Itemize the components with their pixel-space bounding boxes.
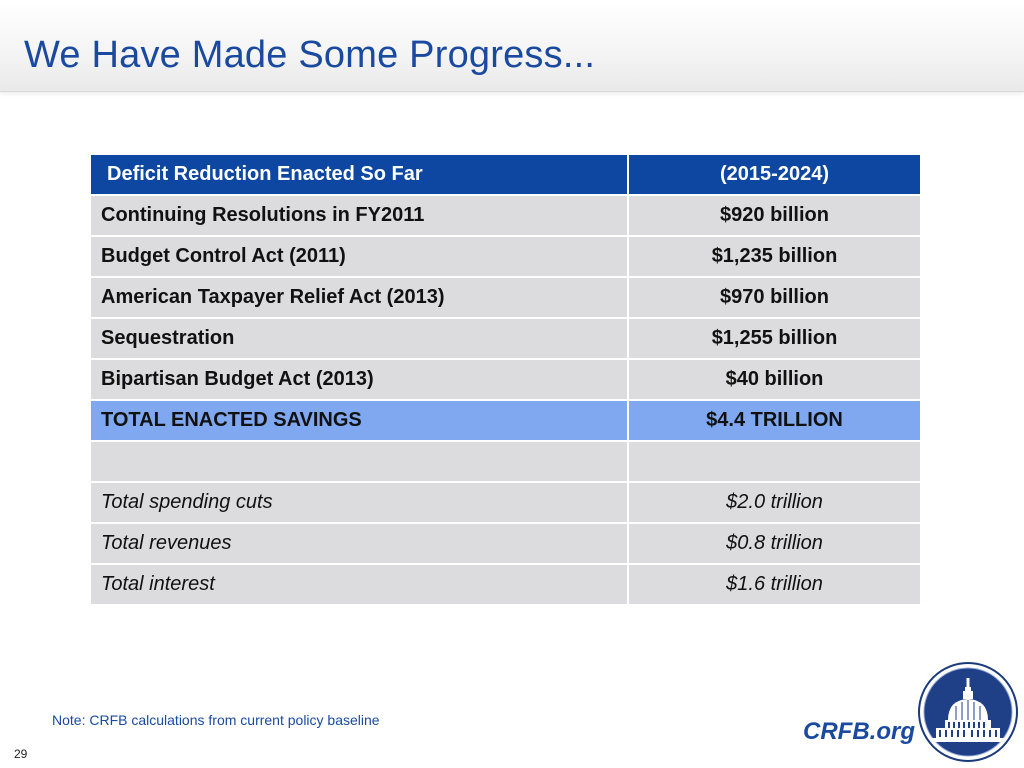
row-label: Sequestration [89,317,629,360]
row-label: Bipartisan Budget Act (2013) [89,358,629,401]
empty-row [89,440,922,483]
title-bar [0,0,1024,92]
row-value: $1,255 billion [627,317,922,360]
breakdown-label: Total interest [89,563,629,606]
breakdown-label: Total spending cuts [89,481,629,524]
table-row: Bipartisan Budget Act (2013) $40 billion [89,358,922,401]
breakdown-label: Total revenues [89,522,629,565]
row-value: $920 billion [627,194,922,237]
site-link[interactable]: CRFB.org [803,718,915,745]
row-label: Budget Control Act (2011) [89,235,629,278]
capitol-dome-seal-icon [918,662,1018,762]
breakdown-row: Total revenues $0.8 trillion [89,522,922,565]
breakdown-value: $1.6 trillion [627,563,922,606]
table-row: American Taxpayer Relief Act (2013) $970… [89,276,922,319]
breakdown-row: Total spending cuts $2.0 trillion [89,481,922,524]
total-label: TOTAL ENACTED SAVINGS [89,399,629,442]
row-label: Continuing Resolutions in FY2011 [89,194,629,237]
total-value: $4.4 TRILLION [627,399,922,442]
table-row: Continuing Resolutions in FY2011 $920 bi… [89,194,922,237]
row-label: American Taxpayer Relief Act (2013) [89,276,629,319]
breakdown-value: $0.8 trillion [627,522,922,565]
row-value: $40 billion [627,358,922,401]
deficit-reduction-table: Deficit Reduction Enacted So Far (2015-2… [89,153,922,606]
slide-title: We Have Made Some Progress... [24,34,596,76]
breakdown-row: Total interest $1.6 trillion [89,563,922,606]
empty-cell [89,440,629,483]
total-row: TOTAL ENACTED SAVINGS $4.4 TRILLION [89,399,922,442]
row-value: $1,235 billion [627,235,922,278]
table-row: Budget Control Act (2011) $1,235 billion [89,235,922,278]
header-label: Deficit Reduction Enacted So Far [89,153,629,196]
source-note: Note: CRFB calculations from current pol… [52,712,380,728]
page-number: 29 [14,747,28,761]
breakdown-value: $2.0 trillion [627,481,922,524]
header-period: (2015-2024) [627,153,922,196]
empty-cell [627,440,922,483]
table-row: Sequestration $1,255 billion [89,317,922,360]
table-header-row: Deficit Reduction Enacted So Far (2015-2… [89,153,922,196]
row-value: $970 billion [627,276,922,319]
